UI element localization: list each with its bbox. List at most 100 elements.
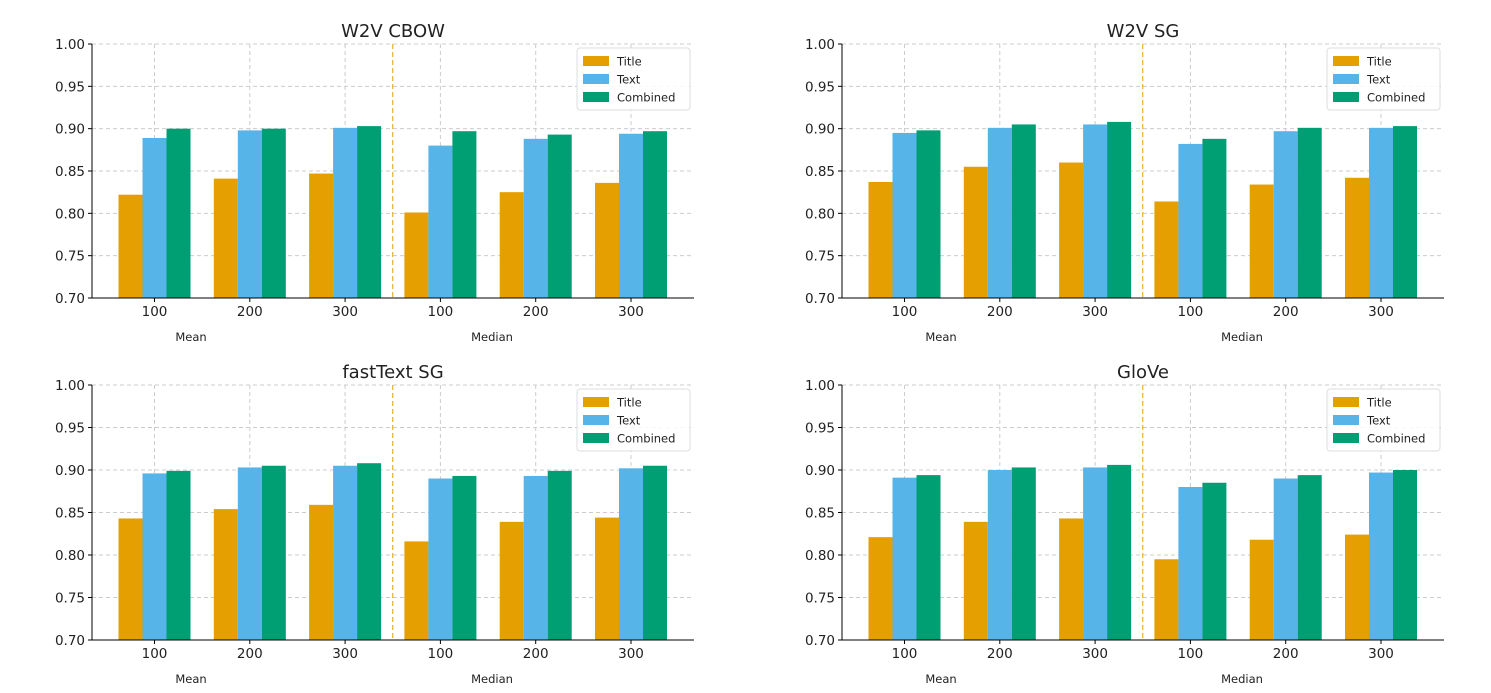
bar-title: [499, 192, 524, 298]
legend-swatch-combined: [1333, 433, 1359, 443]
bar-text: [428, 145, 453, 298]
bar-text: [619, 133, 643, 298]
y-tick-label: 0.80: [805, 206, 835, 222]
legend-swatch-combined: [1333, 92, 1359, 102]
chart-panel: 0.70 0.75 0.80 0.85 0.90 0.95 1.00 100 200 300 100…: [805, 362, 1444, 686]
bar-title: [118, 518, 143, 640]
x-tick-label: 100: [142, 304, 168, 320]
legend-swatch-title: [583, 56, 609, 66]
chart-title: GloVe: [1117, 362, 1169, 383]
x-tick-label: 100: [892, 304, 918, 320]
legend-label: Combined: [617, 91, 675, 105]
legend: Title Text Combined: [1326, 47, 1441, 111]
x-tick-label: 300: [618, 646, 644, 662]
bar-text: [1273, 131, 1298, 298]
x-tick-label: 100: [1178, 304, 1204, 320]
bar-text: [987, 127, 1012, 298]
y-tick-label: 0.70: [805, 291, 835, 307]
bar-title: [118, 194, 143, 298]
x-tick-label: 300: [1082, 304, 1108, 320]
bar-title: [963, 521, 988, 640]
x-tick-label: 300: [1368, 304, 1394, 320]
chart-title: W2V CBOW: [341, 21, 445, 42]
bar-title: [309, 173, 334, 298]
y-tick-label: 1.00: [805, 37, 835, 53]
x-tick-label: 200: [523, 304, 549, 320]
bar-combined: [1011, 467, 1036, 640]
bar-title: [499, 521, 524, 640]
x-tick-label: 200: [987, 304, 1013, 320]
bar-title: [868, 182, 893, 298]
bar-text: [1178, 487, 1203, 640]
bar-title: [1345, 177, 1369, 298]
bar-combined: [357, 463, 382, 640]
legend-swatch-combined: [583, 92, 609, 102]
bar-title: [868, 537, 893, 640]
y-tick-label: 0.80: [55, 206, 85, 222]
group-label: Mean: [925, 330, 956, 344]
y-tick-label: 0.95: [55, 421, 85, 437]
x-tick-label: 300: [618, 304, 644, 320]
x-tick-label: 300: [332, 304, 358, 320]
x-tick-label: 200: [237, 646, 263, 662]
group-label: Median: [1221, 330, 1263, 344]
y-tick-label: 0.85: [805, 506, 835, 522]
bar-title: [1059, 162, 1084, 298]
bar-title: [595, 517, 619, 640]
x-tick-label: 100: [142, 646, 168, 662]
bar-combined: [1297, 127, 1322, 298]
x-tick-label: 300: [1082, 646, 1108, 662]
y-tick-label: 1.00: [805, 378, 835, 394]
y-tick-label: 0.85: [805, 164, 835, 180]
x-tick-label: 100: [428, 646, 454, 662]
x-tick-label: 100: [1178, 646, 1204, 662]
bar-title: [595, 182, 619, 298]
bar-combined: [1107, 464, 1132, 640]
legend-label: Title: [1366, 55, 1392, 69]
legend-label: Text: [616, 414, 641, 428]
bar-combined: [643, 131, 667, 298]
bar-combined: [1297, 475, 1322, 640]
bar-combined: [1393, 126, 1417, 298]
y-tick-label: 0.70: [55, 633, 85, 649]
legend-label: Text: [616, 73, 641, 87]
bar-combined: [1107, 121, 1132, 298]
bar-text: [1369, 472, 1393, 640]
y-tick-label: 1.00: [55, 37, 85, 53]
legend-swatch-text: [583, 415, 609, 425]
legend-label: Title: [616, 55, 642, 69]
bar-title: [1059, 518, 1084, 640]
y-tick-label: 1.00: [55, 378, 85, 394]
legend-label: Combined: [617, 432, 675, 446]
bar-title: [963, 166, 988, 298]
bar-combined: [166, 470, 191, 640]
x-tick-label: 200: [1273, 304, 1299, 320]
group-label: Mean: [175, 672, 206, 686]
bar-title: [213, 178, 238, 298]
y-tick-label: 0.85: [55, 164, 85, 180]
bar-combined: [643, 465, 667, 640]
bar-combined: [452, 131, 477, 298]
legend-swatch-title: [1333, 397, 1359, 407]
x-tick-label: 200: [237, 304, 263, 320]
bar-combined: [1393, 470, 1417, 640]
x-tick-label: 200: [1273, 646, 1299, 662]
bar-text: [523, 138, 548, 298]
y-tick-label: 0.90: [805, 122, 835, 138]
y-tick-label: 0.85: [55, 506, 85, 522]
group-label: Median: [471, 330, 513, 344]
bar-title: [1345, 534, 1369, 640]
legend: Title Text Combined: [1326, 388, 1441, 452]
y-tick-label: 0.75: [805, 249, 835, 265]
x-tick-label: 200: [987, 646, 1013, 662]
group-label: Mean: [175, 330, 206, 344]
bar-text: [1083, 467, 1108, 640]
bar-combined: [1202, 482, 1227, 640]
group-label: Mean: [925, 672, 956, 686]
bar-combined: [547, 134, 572, 298]
bar-text: [237, 467, 262, 640]
y-tick-label: 0.95: [805, 421, 835, 437]
bar-title: [213, 509, 238, 640]
bar-text: [1369, 127, 1393, 298]
